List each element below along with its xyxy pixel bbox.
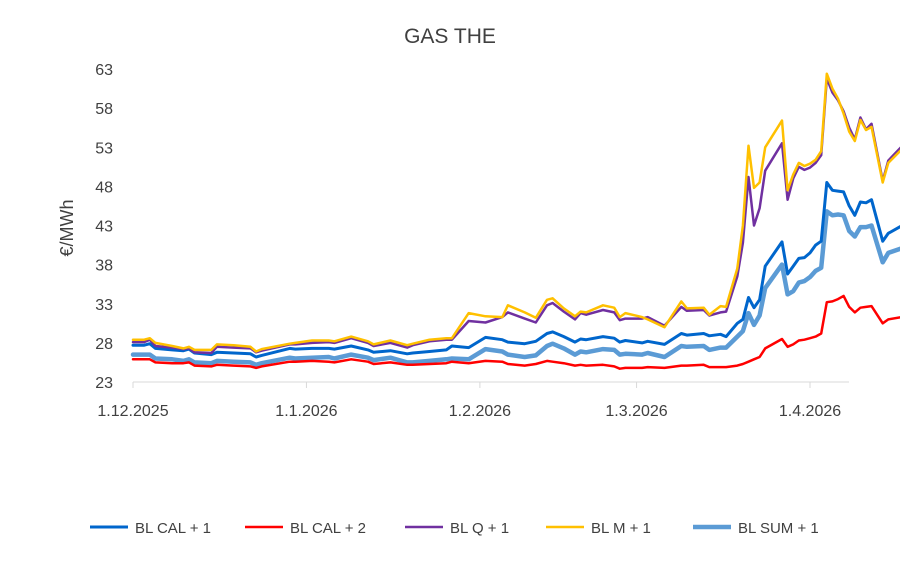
y-tick-label: 58 — [95, 101, 113, 118]
legend-label: BL CAL + 1 — [135, 520, 211, 537]
series-line-bl-cal-1 — [131, 181, 900, 359]
series-line-bl-m-1 — [131, 72, 900, 353]
x-tick-label: 1.12.2025 — [97, 403, 168, 420]
y-tick-label: 53 — [95, 140, 113, 157]
plot-area — [130, 72, 900, 370]
legend-label: BL Q + 1 — [450, 520, 509, 537]
y-tick-label: 33 — [95, 297, 113, 314]
y-axis-label: €/MWh — [57, 199, 77, 256]
chart-title: GAS THE — [404, 25, 496, 48]
legend-label: BL SUM + 1 — [738, 520, 819, 537]
legend-label: BL M + 1 — [591, 520, 651, 537]
x-tick-label: 1.1.2026 — [275, 403, 337, 420]
series-line-bl-sum-1 — [130, 209, 900, 368]
x-tick-label: 1.3.2026 — [605, 403, 667, 420]
legend: BL CAL + 1 BL CAL + 2 BL Q + 1 BL M + 1 BL S… — [90, 520, 819, 537]
y-tick-label: 23 — [95, 375, 113, 392]
y-axis-ticks: 23 28 33 38 43 48 53 58 63 — [95, 62, 113, 392]
x-axis-ticks: 1.12.2025 1.1.2026 1.2.2026 1.3.2026 1.4.202… — [97, 382, 841, 420]
y-tick-label: 43 — [95, 219, 113, 236]
legend-label: BL CAL + 2 — [290, 520, 366, 537]
y-tick-label: 38 — [95, 258, 113, 275]
x-tick-label: 1.4.2026 — [779, 403, 841, 420]
y-tick-label: 48 — [95, 179, 113, 196]
x-tick-label: 1.2.2026 — [449, 403, 511, 420]
series-line-bl-cal-2 — [131, 294, 900, 370]
y-tick-label: 28 — [95, 336, 113, 353]
y-tick-label: 63 — [95, 62, 113, 79]
series-line-bl-q-1 — [131, 77, 900, 355]
